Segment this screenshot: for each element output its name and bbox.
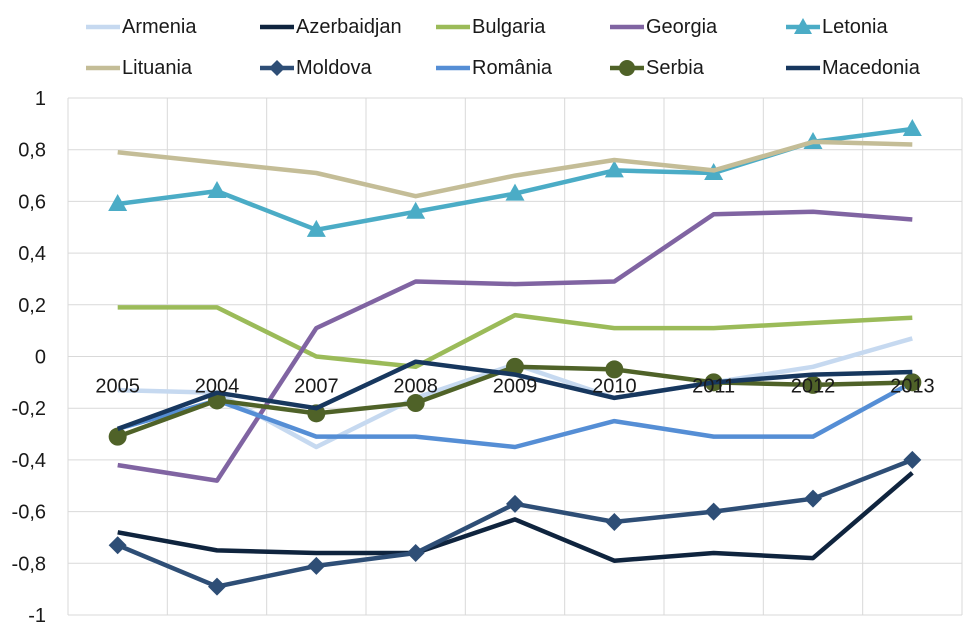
series-letonia [108, 119, 922, 237]
legend-swatch [786, 65, 820, 71]
x-tick-label: 2005 [95, 376, 140, 398]
legend-item-azerbaidjan: Azerbaidjan [260, 13, 402, 41]
x-tick-label: 2011 [692, 376, 735, 398]
legend-label: Georgia [646, 15, 718, 38]
data-point-moldova [108, 536, 127, 555]
series-lines [108, 119, 922, 596]
y-tick-label: 0 [35, 347, 46, 369]
data-point-serbia [506, 357, 524, 376]
legend-swatch [786, 18, 820, 34]
data-point-letonia [207, 181, 227, 199]
legend-swatch [86, 24, 120, 30]
y-tick-label: 0,8 [18, 140, 46, 162]
y-axis: -1 -0,8 -0,6 -0,4 -0,2 0 0,2 0,4 0,6 0,8 1 [12, 88, 46, 627]
series-line-azerbaidjan [117, 471, 914, 563]
data-point-letonia [108, 193, 128, 211]
data-point-letonia [902, 119, 922, 137]
legend-swatch [436, 24, 470, 30]
data-point-letonia [505, 183, 525, 201]
y-tick-label: -1 [28, 605, 46, 627]
legend-item-serbia: Serbia [610, 54, 704, 82]
legend-label: Lituania [122, 56, 193, 79]
legend-item-georgia: Georgia [610, 13, 717, 41]
series-lituania [117, 139, 913, 199]
data-point-serbia [903, 373, 922, 392]
x-axis: 2005 2004 2007 2008 2009 2010 2011 2012 2013 [95, 376, 934, 398]
data-point-moldova [208, 577, 226, 596]
series-line-romania [117, 380, 914, 450]
legend-item-romania: România [436, 54, 552, 82]
y-tick-label: 0,4 [18, 243, 46, 265]
chart-legend: Armenia Azerbaidjan Bulgaria Georgia Letonia… [0, 0, 976, 90]
data-point-moldova [307, 556, 326, 575]
data-point-moldova [804, 489, 822, 508]
legend-label: Letonia [822, 15, 888, 38]
x-tick-label: 2009 [493, 376, 538, 398]
series-georgia [117, 209, 913, 483]
series-line-lituania [117, 139, 913, 199]
legend-item-moldova: Moldova [260, 54, 372, 82]
data-point-moldova [605, 512, 624, 531]
y-tick-label: 0,2 [18, 295, 46, 317]
data-point-serbia [406, 394, 425, 413]
series-romania [117, 380, 914, 450]
legend-swatch [260, 24, 294, 30]
legend-item-bulgaria: Bulgaria [436, 13, 545, 41]
x-tick-label: 2012 [791, 376, 836, 398]
x-tick-label: 2007 [294, 376, 339, 398]
series-moldova [108, 450, 922, 596]
data-point-moldova [704, 502, 723, 521]
data-point-moldova [506, 494, 524, 513]
legend-label: Azerbaidjan [296, 15, 402, 38]
x-tick-label: 2008 [393, 376, 438, 398]
legend-swatch [86, 65, 120, 71]
y-tick-label: -0,8 [12, 553, 46, 575]
legend-label: Armenia [122, 15, 197, 38]
data-point-letonia [306, 219, 326, 237]
series-line-bulgaria [117, 305, 913, 370]
legend-label: Moldova [296, 56, 372, 79]
series-bulgaria [117, 305, 913, 370]
legend-swatch [260, 60, 294, 76]
series-line-georgia [117, 209, 913, 483]
series-serbia [108, 357, 922, 446]
legend-label: Macedonia [822, 56, 920, 79]
series-line-letonia [117, 126, 913, 233]
legend-label: România [472, 56, 553, 79]
data-point-serbia [108, 427, 127, 446]
legend-item-letonia: Letonia [786, 13, 888, 41]
x-tick-label: 2013 [890, 376, 935, 398]
x-tick-label: 2010 [592, 376, 637, 398]
y-tick-label: -0,4 [12, 450, 46, 472]
y-tick-label: 1 [35, 88, 46, 110]
legend-label: Serbia [646, 56, 704, 79]
legend-item-lituania: Lituania [86, 54, 192, 82]
y-tick-label: 0,6 [18, 191, 46, 213]
x-tick-label: 2004 [195, 376, 240, 398]
data-point-serbia [605, 360, 624, 379]
series-azerbaidjan [117, 471, 914, 563]
data-point-moldova [903, 450, 922, 469]
data-point-serbia [804, 375, 822, 394]
y-tick-label: -0,2 [12, 398, 46, 420]
legend-swatch [436, 65, 470, 71]
series-line-moldova [116, 457, 914, 589]
legend-swatch [610, 60, 644, 76]
legend-item-macedonia: Macedonia [786, 54, 920, 82]
legend-label: Bulgaria [472, 15, 546, 38]
series-line-macedonia [116, 359, 913, 432]
data-point-letonia [406, 201, 426, 219]
data-point-letonia [604, 160, 624, 178]
legend-swatch [610, 24, 644, 30]
data-point-moldova [406, 543, 425, 562]
y-tick-label: -0,6 [12, 502, 46, 524]
series-macedonia [116, 359, 913, 432]
legend-item-armenia: Armenia [86, 13, 196, 41]
